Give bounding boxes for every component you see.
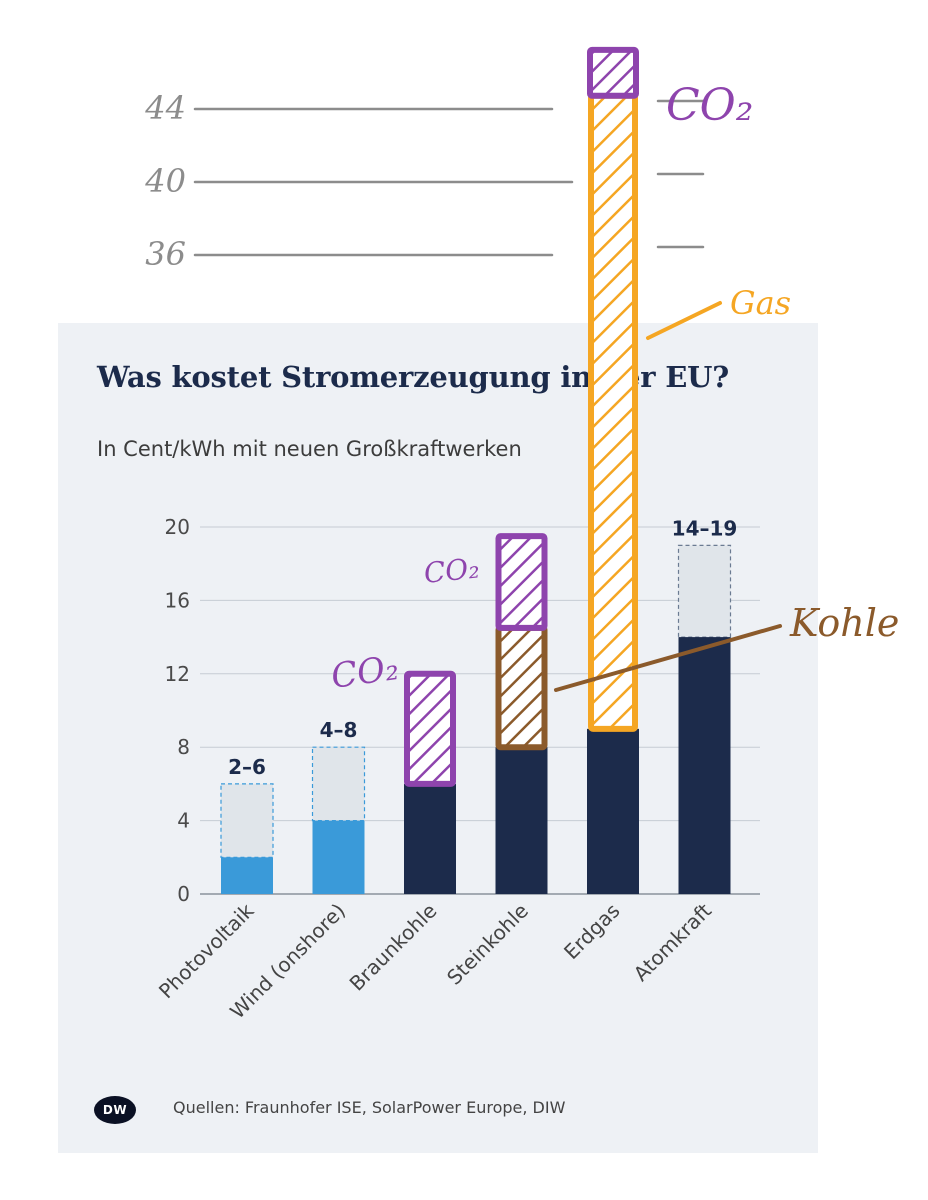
y-tick-label: 12 [165, 662, 190, 686]
value-bar [495, 747, 548, 894]
range-bar [220, 783, 274, 858]
range-bar [311, 746, 366, 822]
y-tick-label: 4 [177, 809, 190, 833]
y-tick-label: 0 [177, 882, 190, 906]
range-bar [677, 544, 732, 638]
handwritten-co2-segment [495, 533, 548, 631]
data-label: 14–19 [672, 516, 738, 540]
x-tick-label: Atomkraft [629, 898, 716, 985]
handwritten-annotation: CO₂ [422, 551, 481, 590]
handwritten-annotation: Gas [730, 284, 791, 322]
x-tick-label: Erdgas [559, 899, 624, 964]
handwritten-kohle-segment [495, 624, 548, 751]
source-note: Quellen: Fraunhofer ISE, SolarPower Euro… [173, 1098, 566, 1117]
handwritten-annotation: Kohle [789, 601, 899, 645]
x-tick-label: Braunkohle [345, 899, 442, 996]
annotations-layer: CO₂ CO₂ Kohle Gas CO₂ [329, 46, 899, 787]
value-bar [312, 820, 365, 894]
dw-logo: DW [94, 1096, 136, 1124]
handwritten-annotation: CO₂ [329, 648, 401, 697]
value-bar [587, 728, 639, 894]
value-bar [404, 783, 456, 894]
kohle-leader-line [554, 624, 782, 692]
handwritten-axis-layer: 36 40 44 [144, 89, 705, 273]
data-label: 2–6 [228, 755, 266, 779]
handwritten-tick-label: 36 [145, 235, 186, 273]
handwritten-tick-label: 44 [144, 89, 186, 127]
x-tick-label: Steinkohle [442, 899, 533, 990]
y-tick-label: 20 [165, 515, 190, 539]
data-label: 4–8 [320, 718, 358, 742]
value-bar [221, 857, 273, 894]
value-bar [678, 637, 731, 894]
handwritten-gas-segment [588, 92, 638, 732]
grid-layer: 0 4 8 12 16 20 [165, 515, 760, 906]
gas-leader-line [646, 301, 722, 340]
handwritten-tick-label: 40 [144, 162, 186, 200]
handwritten-co2-segment [404, 670, 456, 787]
handwritten-annotation: CO₂ [666, 80, 753, 131]
y-tick-label: 8 [177, 735, 190, 759]
handwritten-co2-segment [587, 46, 639, 99]
chart-subtitle: In Cent/kWh mit neuen Großkraftwerken [97, 437, 522, 461]
y-tick-label: 16 [165, 588, 190, 612]
